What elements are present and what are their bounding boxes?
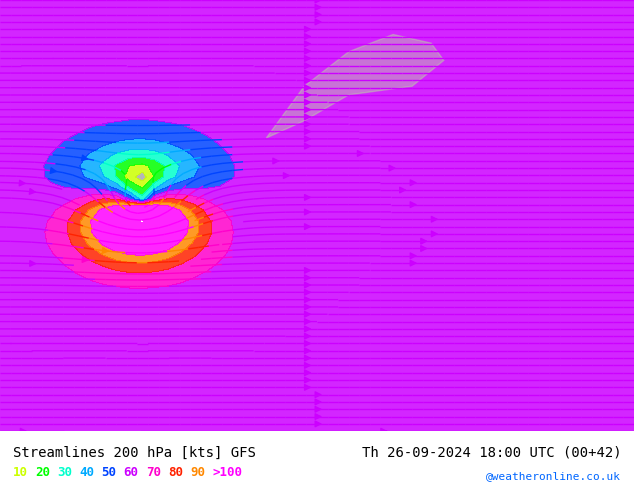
FancyArrowPatch shape (304, 85, 310, 91)
Text: 90: 90 (190, 466, 205, 479)
FancyArrowPatch shape (304, 312, 310, 317)
FancyArrowPatch shape (410, 253, 416, 259)
FancyArrowPatch shape (304, 290, 310, 295)
FancyArrowPatch shape (273, 158, 278, 164)
Text: @weatheronline.co.uk: @weatheronline.co.uk (486, 471, 621, 481)
Text: >100: >100 (212, 466, 242, 479)
FancyArrowPatch shape (389, 165, 395, 171)
FancyArrowPatch shape (431, 217, 437, 222)
Polygon shape (266, 34, 444, 138)
FancyArrowPatch shape (315, 12, 321, 17)
FancyArrowPatch shape (304, 56, 310, 61)
FancyArrowPatch shape (304, 377, 310, 383)
FancyArrowPatch shape (304, 107, 310, 112)
FancyArrowPatch shape (19, 180, 25, 186)
FancyArrowPatch shape (304, 370, 310, 375)
FancyArrowPatch shape (283, 173, 289, 178)
FancyArrowPatch shape (315, 0, 321, 3)
FancyArrowPatch shape (304, 129, 310, 134)
Text: Th 26-09-2024 18:00 UTC (00+42): Th 26-09-2024 18:00 UTC (00+42) (361, 446, 621, 460)
FancyArrowPatch shape (431, 231, 437, 237)
FancyArrowPatch shape (304, 385, 310, 390)
FancyArrowPatch shape (304, 275, 310, 280)
FancyArrowPatch shape (304, 297, 310, 302)
FancyArrowPatch shape (304, 333, 310, 339)
FancyArrowPatch shape (381, 428, 387, 434)
Text: 50: 50 (101, 466, 117, 479)
FancyArrowPatch shape (30, 261, 36, 266)
FancyArrowPatch shape (20, 428, 26, 434)
FancyArrowPatch shape (315, 399, 321, 405)
FancyArrowPatch shape (315, 407, 321, 412)
Text: 80: 80 (168, 466, 183, 479)
FancyArrowPatch shape (304, 136, 310, 142)
FancyArrowPatch shape (399, 187, 405, 193)
FancyArrowPatch shape (102, 248, 108, 253)
FancyArrowPatch shape (304, 92, 310, 98)
FancyArrowPatch shape (410, 202, 416, 207)
FancyArrowPatch shape (315, 421, 321, 427)
FancyArrowPatch shape (304, 355, 310, 361)
FancyArrowPatch shape (304, 34, 310, 39)
FancyArrowPatch shape (315, 19, 321, 24)
FancyArrowPatch shape (304, 209, 310, 215)
FancyArrowPatch shape (304, 144, 310, 149)
Text: 60: 60 (124, 466, 139, 479)
FancyArrowPatch shape (304, 63, 310, 69)
FancyArrowPatch shape (304, 363, 310, 368)
FancyArrowPatch shape (315, 414, 321, 419)
FancyArrowPatch shape (304, 348, 310, 354)
FancyArrowPatch shape (304, 195, 310, 200)
Text: 40: 40 (79, 466, 94, 479)
Text: Streamlines 200 hPa [kts] GFS: Streamlines 200 hPa [kts] GFS (13, 446, 256, 460)
FancyArrowPatch shape (315, 4, 321, 10)
FancyArrowPatch shape (304, 49, 310, 54)
FancyArrowPatch shape (304, 282, 310, 288)
FancyArrowPatch shape (304, 122, 310, 127)
Text: 30: 30 (57, 466, 72, 479)
FancyArrowPatch shape (410, 260, 416, 266)
FancyArrowPatch shape (421, 239, 427, 244)
FancyArrowPatch shape (304, 319, 310, 324)
FancyArrowPatch shape (315, 392, 321, 397)
FancyArrowPatch shape (50, 168, 56, 173)
FancyArrowPatch shape (304, 268, 310, 273)
FancyArrowPatch shape (304, 26, 310, 32)
FancyArrowPatch shape (421, 245, 427, 251)
FancyArrowPatch shape (304, 99, 310, 105)
Text: 10: 10 (13, 466, 28, 479)
FancyArrowPatch shape (82, 155, 87, 161)
FancyArrowPatch shape (304, 341, 310, 346)
Text: 70: 70 (146, 466, 161, 479)
Text: 20: 20 (35, 466, 50, 479)
FancyArrowPatch shape (304, 114, 310, 120)
FancyArrowPatch shape (304, 41, 310, 47)
FancyArrowPatch shape (304, 304, 310, 310)
FancyArrowPatch shape (304, 77, 310, 83)
FancyArrowPatch shape (304, 326, 310, 332)
FancyArrowPatch shape (410, 180, 416, 186)
FancyArrowPatch shape (304, 224, 310, 229)
FancyArrowPatch shape (82, 257, 88, 262)
FancyArrowPatch shape (29, 189, 36, 194)
FancyArrowPatch shape (358, 151, 363, 156)
FancyArrowPatch shape (304, 70, 310, 76)
